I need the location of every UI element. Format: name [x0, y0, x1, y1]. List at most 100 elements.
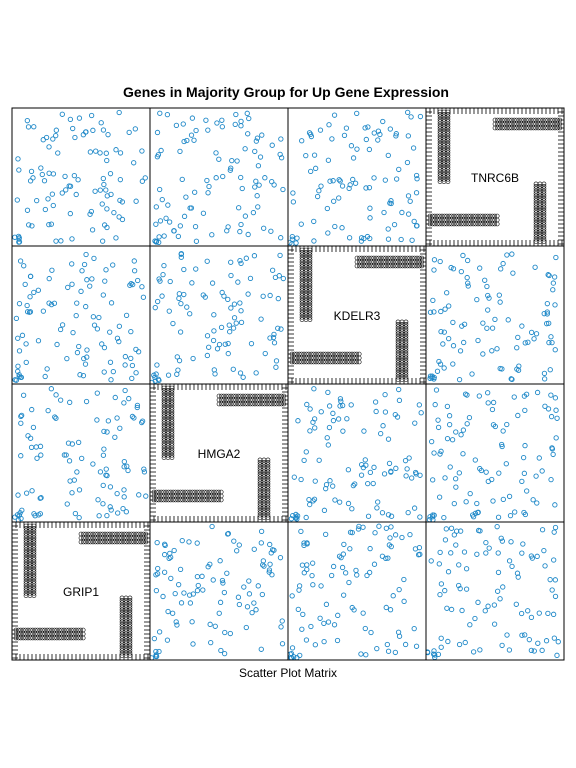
data-point [437, 549, 443, 556]
data-point [73, 191, 79, 198]
diag-point [311, 359, 316, 365]
data-point [228, 305, 234, 311]
diag-point [250, 401, 255, 407]
data-point [174, 622, 180, 628]
data-point [413, 172, 420, 179]
data-point [74, 300, 80, 306]
data-point [336, 177, 342, 183]
data-point [294, 513, 301, 519]
data-point [101, 181, 107, 188]
data-point [12, 514, 18, 520]
data-point [483, 539, 489, 546]
diag-point [340, 359, 345, 365]
data-point [413, 223, 420, 229]
diag-point [541, 198, 547, 203]
data-point [16, 239, 23, 245]
data-point [390, 593, 396, 599]
data-point [63, 187, 69, 193]
diag-point [449, 221, 454, 227]
data-point [231, 315, 238, 321]
data-point [166, 308, 172, 314]
data-point [354, 146, 360, 152]
data-point [107, 484, 114, 490]
diag-point [307, 312, 313, 318]
data-point [251, 546, 257, 552]
diag-point [445, 148, 451, 153]
diag-point [445, 126, 451, 132]
data-point [304, 541, 310, 547]
diag-point [169, 445, 175, 451]
data-point [87, 149, 94, 155]
data-point [135, 349, 142, 355]
data-point [388, 198, 394, 204]
data-point [242, 213, 249, 219]
diag-point [403, 369, 409, 375]
diag-point [403, 360, 409, 366]
data-point [111, 209, 117, 216]
diag-point [307, 262, 313, 267]
data-point [464, 274, 470, 281]
diag-point [23, 593, 29, 598]
diag-point [265, 474, 271, 480]
data-point [355, 526, 362, 532]
diag-point [543, 125, 548, 131]
diag-point [265, 476, 271, 482]
data-point [24, 302, 30, 309]
data-point [51, 300, 58, 306]
data-point [417, 113, 424, 120]
data-point [442, 537, 449, 543]
data-point [509, 376, 515, 383]
data-point [46, 144, 52, 150]
data-point [515, 412, 521, 419]
diag-point [204, 497, 210, 503]
data-point [24, 118, 30, 124]
diag-point [475, 221, 481, 227]
data-point [430, 297, 436, 304]
diag-point [265, 515, 271, 520]
data-point [176, 291, 182, 297]
data-point [131, 258, 137, 264]
data-point [213, 150, 219, 156]
data-point [456, 376, 463, 383]
diag-point [332, 359, 338, 365]
data-point [103, 150, 109, 156]
data-point [161, 233, 167, 239]
data-point [94, 390, 100, 396]
diag-point [356, 359, 362, 365]
data-point [458, 528, 464, 534]
panel-r3-c1 [149, 521, 289, 661]
data-point [83, 303, 89, 310]
data-point [299, 138, 305, 144]
data-point [64, 501, 70, 507]
data-point [529, 555, 536, 561]
data-point [435, 417, 441, 423]
data-point [114, 335, 121, 341]
diag-point [31, 533, 37, 538]
data-point [181, 291, 187, 298]
data-point [165, 372, 172, 378]
diag-point [23, 635, 28, 641]
diag-point [344, 359, 350, 365]
diag-point [127, 633, 133, 639]
data-point [417, 551, 423, 557]
panel-r3-c3 [425, 521, 565, 661]
data-point [67, 478, 73, 484]
data-point [100, 127, 107, 133]
data-point [48, 386, 54, 392]
data-point [513, 601, 519, 607]
data-point [308, 168, 314, 175]
data-point [66, 458, 73, 464]
diag-point [265, 471, 271, 477]
data-point [214, 120, 220, 126]
data-point [246, 578, 252, 584]
diag-point [265, 481, 271, 487]
diag-point [127, 648, 133, 654]
data-point [164, 637, 171, 643]
variable-label-hmga2: HMGA2 [198, 447, 241, 461]
data-point [141, 469, 148, 475]
diag-point [307, 264, 313, 270]
data-point [211, 312, 217, 318]
data-point [554, 652, 560, 658]
diag-point [127, 595, 133, 601]
data-point [321, 638, 327, 645]
